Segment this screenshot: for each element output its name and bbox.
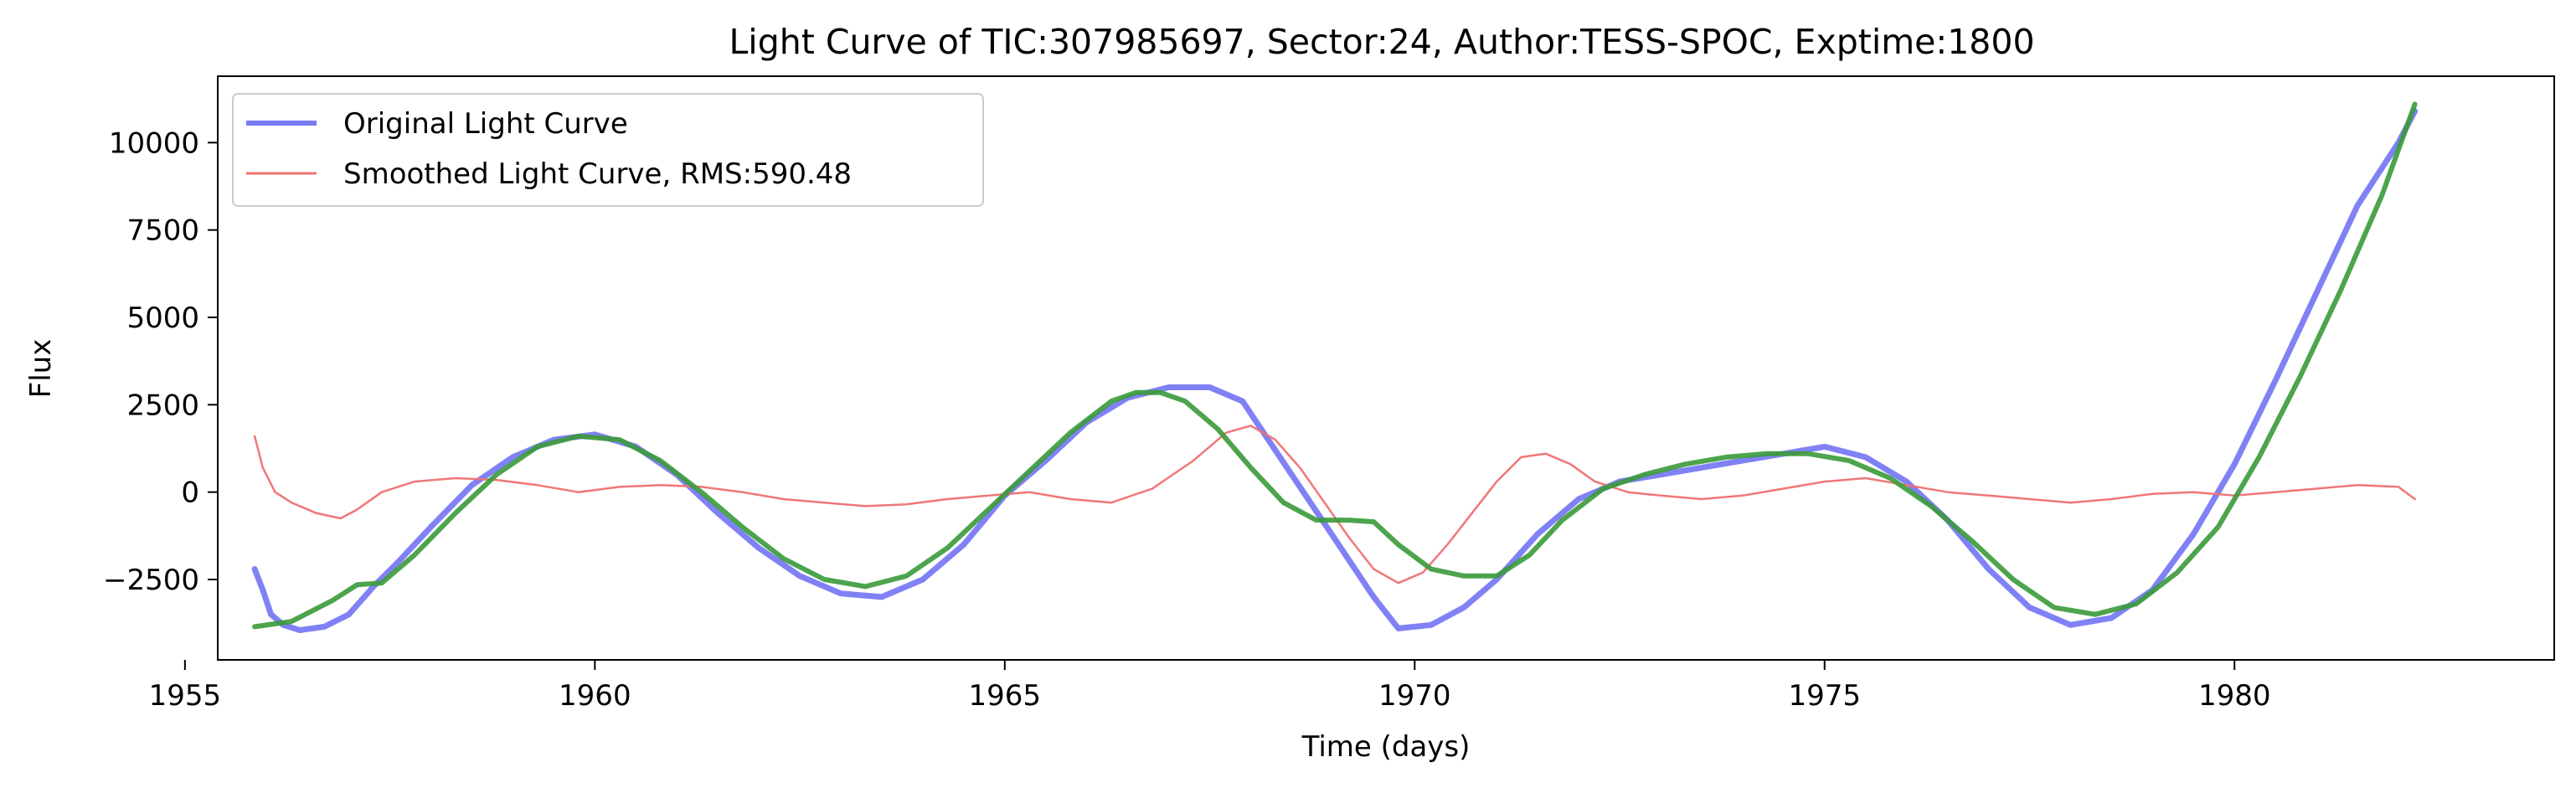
x-tick-label: 1955	[149, 679, 222, 713]
x-axis-label: Time (days)	[1301, 730, 1471, 764]
plot-frame	[217, 75, 2555, 661]
y-tick-label: 10000	[109, 126, 199, 160]
legend-label-smoothed: Smoothed Light Curve, RMS:590.48	[343, 157, 852, 191]
x-tick-label: 1965	[969, 679, 1042, 713]
y-axis-label: Flux	[24, 339, 58, 399]
y-tick-label: 7500	[126, 214, 199, 248]
x-tick-label: 1980	[2198, 679, 2271, 713]
y-tick-label: −2500	[103, 564, 199, 597]
series-line-2	[252, 101, 2418, 630]
y-axis-ticks: −2500 0 2500 5000 7500 10000	[103, 126, 218, 597]
series-line-0	[251, 108, 2419, 633]
chart-title: Light Curve of TIC:307985697, Sector:24,…	[729, 22, 2034, 62]
x-tick-label: 1970	[1378, 679, 1451, 713]
series-layer	[251, 101, 2419, 633]
y-tick-label: 5000	[126, 301, 199, 335]
series-line-1	[253, 425, 2416, 585]
legend-box	[232, 93, 984, 207]
x-tick-label: 1975	[1788, 679, 1861, 713]
y-tick-label: 0	[181, 476, 199, 510]
x-tick-label: 1960	[559, 679, 631, 713]
x-axis-ticks: 1955 1960 1965 1970 1975 1980	[149, 660, 2271, 713]
y-tick-label: 2500	[126, 389, 199, 422]
legend: Original Light Curve Smoothed Light Curv…	[232, 93, 984, 207]
legend-label-original: Original Light Curve	[343, 107, 628, 141]
